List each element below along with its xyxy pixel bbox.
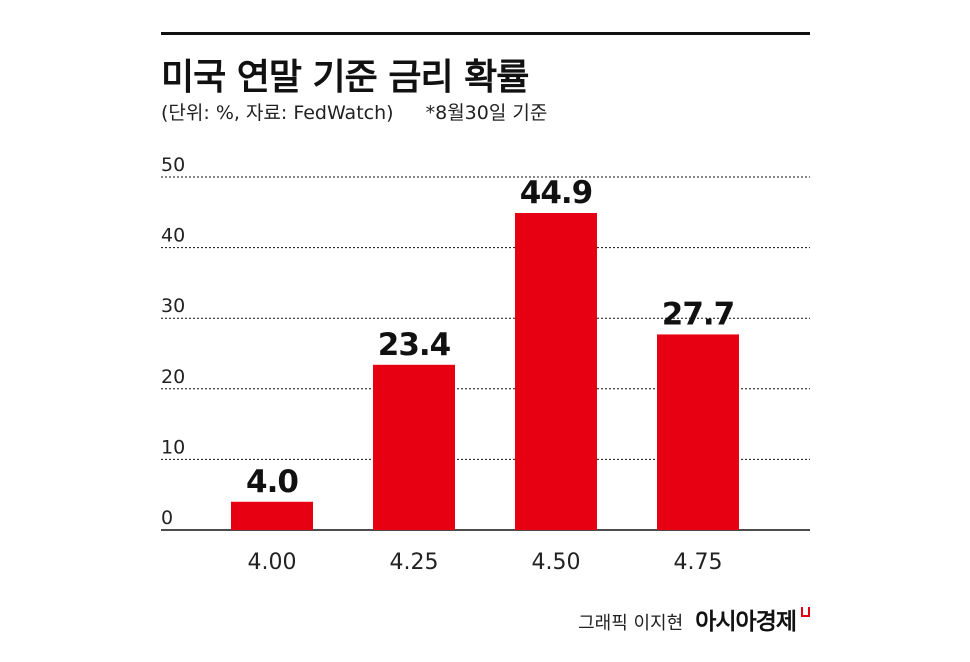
- bar-value-label: 23.4: [378, 327, 451, 363]
- bar-value-label: 27.7: [662, 296, 735, 332]
- y-tick-label: 50: [161, 154, 185, 176]
- y-tick-label: 30: [161, 295, 185, 317]
- x-tick-label: 4.25: [390, 550, 439, 575]
- chart-title: 미국 연말 기준 금리 확률: [161, 57, 529, 98]
- bar: [231, 501, 313, 530]
- y-tick-label: 40: [161, 225, 185, 247]
- chart-subtitle: (단위: %, 자료: FedWatch) *8월30일 기준: [161, 98, 547, 125]
- unit-source-label: (단위: %, 자료: FedWatch): [161, 102, 394, 124]
- y-tick-label: 10: [161, 436, 185, 458]
- bar: [515, 213, 597, 531]
- graphic-credit: 그래픽 이지현: [578, 613, 684, 634]
- bar-value-label: 4.0: [246, 464, 298, 500]
- brand-mark-icon: [801, 607, 810, 617]
- bar: [373, 364, 455, 530]
- bar: [657, 334, 739, 530]
- brand-logo: 아시아경제: [695, 609, 797, 635]
- y-tick-label: 0: [161, 507, 173, 529]
- x-tick-label: 4.00: [248, 550, 297, 575]
- bar-value-label: 44.9: [520, 175, 593, 211]
- date-note: *8월30일 기준: [425, 102, 548, 124]
- y-tick-label: 20: [161, 366, 185, 388]
- credit: 그래픽 이지현 아시아경제: [578, 602, 810, 636]
- x-tick-label: 4.50: [532, 550, 581, 575]
- x-tick-label: 4.75: [674, 550, 723, 575]
- top-rule: [161, 32, 810, 35]
